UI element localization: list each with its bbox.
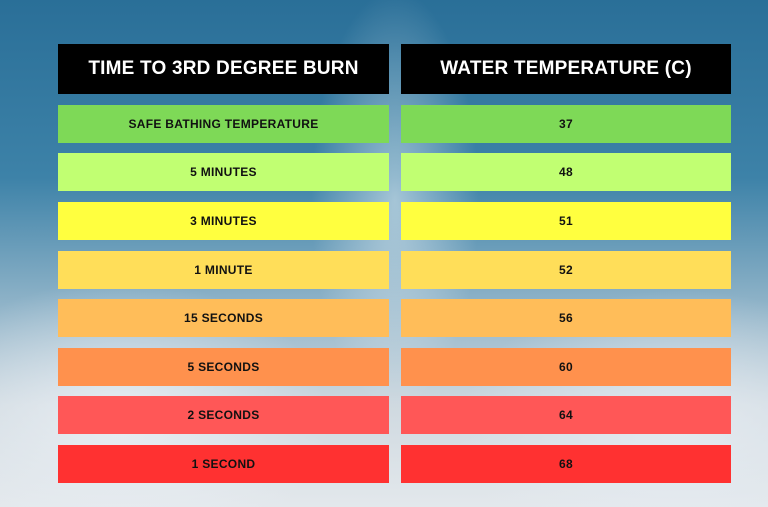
temperature-cell: 60: [401, 348, 731, 386]
time-cell: 15 SECONDS: [58, 299, 389, 337]
temperature-cell: 64: [401, 396, 731, 434]
time-cell: 5 MINUTES: [58, 153, 389, 191]
header-time-to-burn: TIME TO 3RD DEGREE BURN: [58, 44, 389, 94]
time-cell: 1 MINUTE: [58, 251, 389, 289]
time-cell: SAFE BATHING TEMPERATURE: [58, 105, 389, 143]
temperature-cell: 37: [401, 105, 731, 143]
time-cell: 3 MINUTES: [58, 202, 389, 240]
time-cell: 5 SECONDS: [58, 348, 389, 386]
time-cell: 2 SECONDS: [58, 396, 389, 434]
temperature-cell: 48: [401, 153, 731, 191]
temperature-cell: 52: [401, 251, 731, 289]
temperature-cell: 68: [401, 445, 731, 483]
temperature-cell: 51: [401, 202, 731, 240]
time-cell: 1 SECOND: [58, 445, 389, 483]
temperature-cell: 56: [401, 299, 731, 337]
header-water-temperature: WATER TEMPERATURE (C): [401, 44, 731, 94]
